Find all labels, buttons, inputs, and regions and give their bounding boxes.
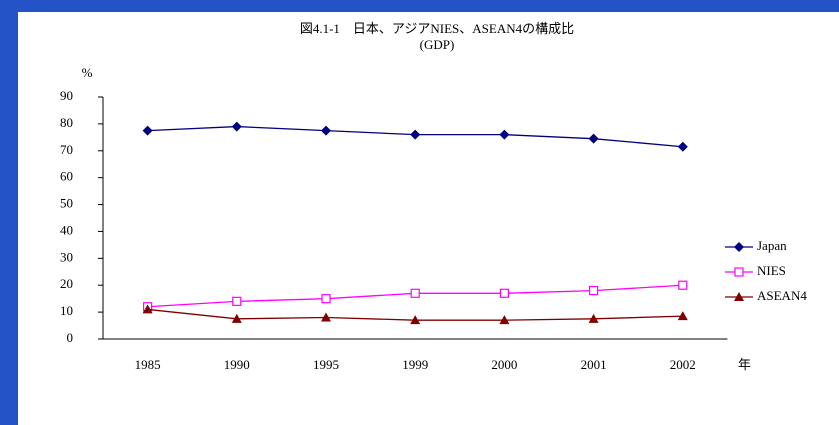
x-tick-label: 1995 [313, 357, 339, 372]
y-tick-label: 80 [60, 115, 73, 130]
marker [588, 286, 599, 296]
y-axis-label: % [82, 65, 93, 80]
y-tick-label: 20 [60, 276, 73, 291]
y-tick-label: 60 [60, 169, 73, 184]
y-tick-label: 30 [60, 249, 73, 264]
y-tick-label: 90 [60, 88, 73, 103]
marker [499, 315, 510, 325]
marker [321, 294, 331, 304]
marker [321, 312, 331, 322]
x-tick-label: 1985 [135, 357, 161, 372]
marker [410, 129, 421, 140]
marker [588, 133, 599, 144]
marker [678, 280, 688, 290]
x-tick-label: 1990 [224, 357, 250, 372]
chart-title: 図4.1-1 日本、アジアNIES、ASEAN4の構成比 [300, 21, 574, 36]
marker [321, 125, 331, 136]
marker [499, 129, 510, 140]
y-tick-label: 0 [67, 330, 74, 345]
x-tick-label: 2000 [491, 357, 517, 372]
marker [142, 125, 153, 136]
legend-marker [734, 267, 744, 277]
marker [231, 121, 242, 132]
panel [18, 12, 839, 425]
y-tick-label: 70 [60, 142, 73, 157]
marker [677, 141, 688, 152]
y-tick-label: 40 [60, 222, 73, 237]
marker [677, 311, 688, 321]
marker [588, 313, 599, 323]
marker [410, 315, 421, 325]
marker [231, 313, 242, 323]
legend-marker [734, 242, 744, 252]
legend-label: ASEAN4 [757, 288, 807, 303]
marker [499, 288, 509, 298]
legend-marker [734, 292, 744, 301]
marker [142, 304, 153, 314]
marker [232, 296, 242, 306]
legend-label: Japan [757, 238, 787, 253]
y-tick-label: 50 [60, 196, 73, 211]
legend-label: NIES [757, 263, 786, 278]
marker [410, 288, 420, 298]
x-tick-label: 2002 [670, 357, 696, 372]
x-axis-label: 年 [738, 357, 751, 372]
x-tick-label: 2001 [581, 357, 607, 372]
x-tick-label: 1999 [402, 357, 428, 372]
chart-subtitle: (GDP) [420, 37, 455, 52]
y-tick-label: 10 [60, 303, 73, 318]
